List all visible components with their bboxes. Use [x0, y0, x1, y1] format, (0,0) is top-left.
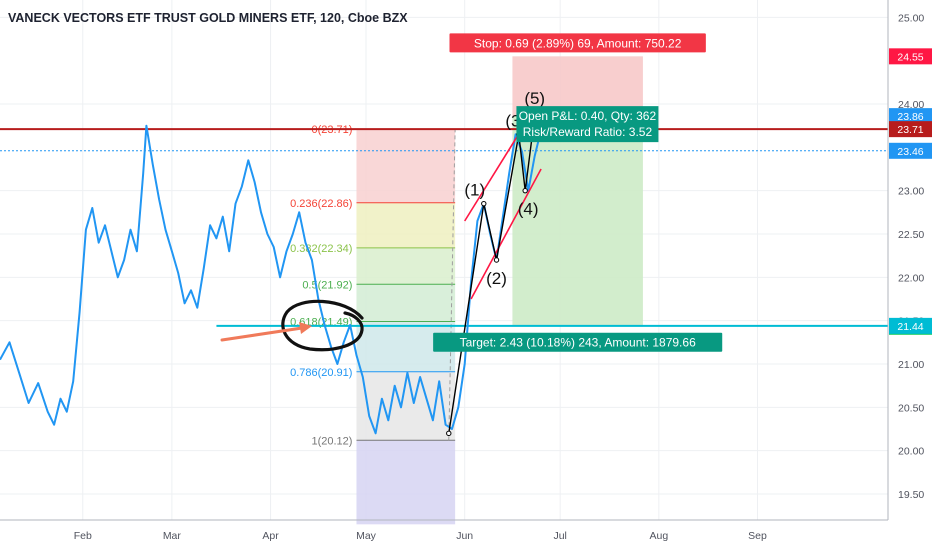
- fib-level-label: 1(20.12): [311, 435, 352, 447]
- price-tag-box: [889, 317, 932, 334]
- y-tick-label: 25.00: [898, 12, 924, 24]
- price-tag-label: 23.71: [897, 124, 923, 136]
- wave-point[interactable]: [522, 187, 528, 194]
- price-tag-label: 21.44: [897, 321, 923, 333]
- x-tick-label: Jul: [553, 530, 566, 542]
- x-tick-label: May: [356, 530, 377, 542]
- pnl-box: [516, 106, 659, 143]
- price-tag-label: 23.46: [897, 146, 923, 158]
- price-tag-label: 24.55: [897, 51, 923, 63]
- price-series: [0, 115, 546, 435]
- wave-point[interactable]: [481, 200, 487, 207]
- price-axis-bg: [888, 0, 932, 550]
- arrow-head: [299, 322, 312, 334]
- hand-drawn-circle[interactable]: [281, 299, 364, 352]
- target-label-box: [433, 332, 723, 352]
- fib-level-label: 0.786(20.91): [290, 367, 352, 379]
- stop-label-box: [449, 33, 706, 53]
- wave-label: (2): [486, 269, 507, 288]
- price-tag-box: [889, 121, 932, 138]
- x-tick-label: Aug: [649, 530, 668, 542]
- pnl-label: Open P&L: 0.40, Qty: 362: [519, 109, 657, 123]
- x-tick-label: Sep: [748, 530, 767, 542]
- wave-label: (1): [464, 181, 485, 200]
- rr-label: Risk/Reward Ratio: 3.52: [523, 125, 653, 139]
- price-line: [0, 115, 546, 435]
- chart-title: VANECK VECTORS ETF TRUST GOLD MINERS ETF…: [8, 11, 408, 25]
- fib-zone: [356, 247, 456, 285]
- fibonacci-retracement[interactable]: 0(23.71)0.236(22.86)0.382(22.34)0.5(21.9…: [290, 124, 456, 525]
- arrow-shaft[interactable]: [220, 326, 304, 342]
- chart-header: VANECK VECTORS ETF TRUST GOLD MINERS ETF…: [8, 11, 408, 25]
- wave-point[interactable]: [446, 430, 452, 437]
- channel-line[interactable]: [470, 168, 542, 300]
- fib-level-label: 0.382(22.34): [290, 243, 352, 255]
- x-tick-label: Jun: [456, 530, 473, 542]
- y-tick-label: 22.50: [898, 229, 924, 241]
- target-zone[interactable]: [512, 116, 643, 327]
- fib-zone: [356, 284, 456, 322]
- y-tick-label: 20.50: [898, 402, 924, 414]
- y-tick-label: 21.00: [898, 359, 924, 371]
- wave-path[interactable]: [448, 116, 536, 434]
- user-drawings[interactable]: [220, 299, 364, 352]
- price-tag-box: [889, 142, 932, 159]
- fib-zone: [356, 129, 456, 203]
- fib-zone: [356, 202, 456, 248]
- fib-zone: [356, 440, 456, 525]
- y-tick-label: 24.00: [898, 99, 924, 111]
- target-label: Target: 2.43 (10.18%) 243, Amount: 1879.…: [460, 336, 696, 350]
- x-tick-label: Apr: [262, 530, 279, 542]
- wave-label: (5): [524, 89, 545, 108]
- x-tick-label: Mar: [163, 530, 182, 542]
- fib-level-label: 0.5(21.92): [302, 279, 352, 291]
- position-labels: Stop: 0.69 (2.89%) 69, Amount: 750.22 Tar…: [433, 33, 723, 352]
- fib-trend-line[interactable]: [448, 129, 456, 441]
- y-tick-label: 19.50: [898, 489, 924, 501]
- y-tick-label: 23.00: [898, 186, 924, 198]
- y-tick-label: 22.00: [898, 272, 924, 284]
- wave-point[interactable]: [493, 257, 500, 263]
- stop-label: Stop: 0.69 (2.89%) 69, Amount: 750.22: [474, 36, 682, 50]
- horizontal-lines[interactable]: [0, 128, 888, 327]
- wave-label: (4): [518, 200, 539, 219]
- x-tick-label: Feb: [74, 530, 92, 542]
- y-tick-label: 20.00: [898, 446, 924, 458]
- price-tag-box: [889, 48, 932, 65]
- price-tag-label: 23.86: [897, 111, 923, 123]
- fib-level-label: 0.236(22.86): [290, 198, 352, 210]
- price-tag-box: [889, 108, 932, 125]
